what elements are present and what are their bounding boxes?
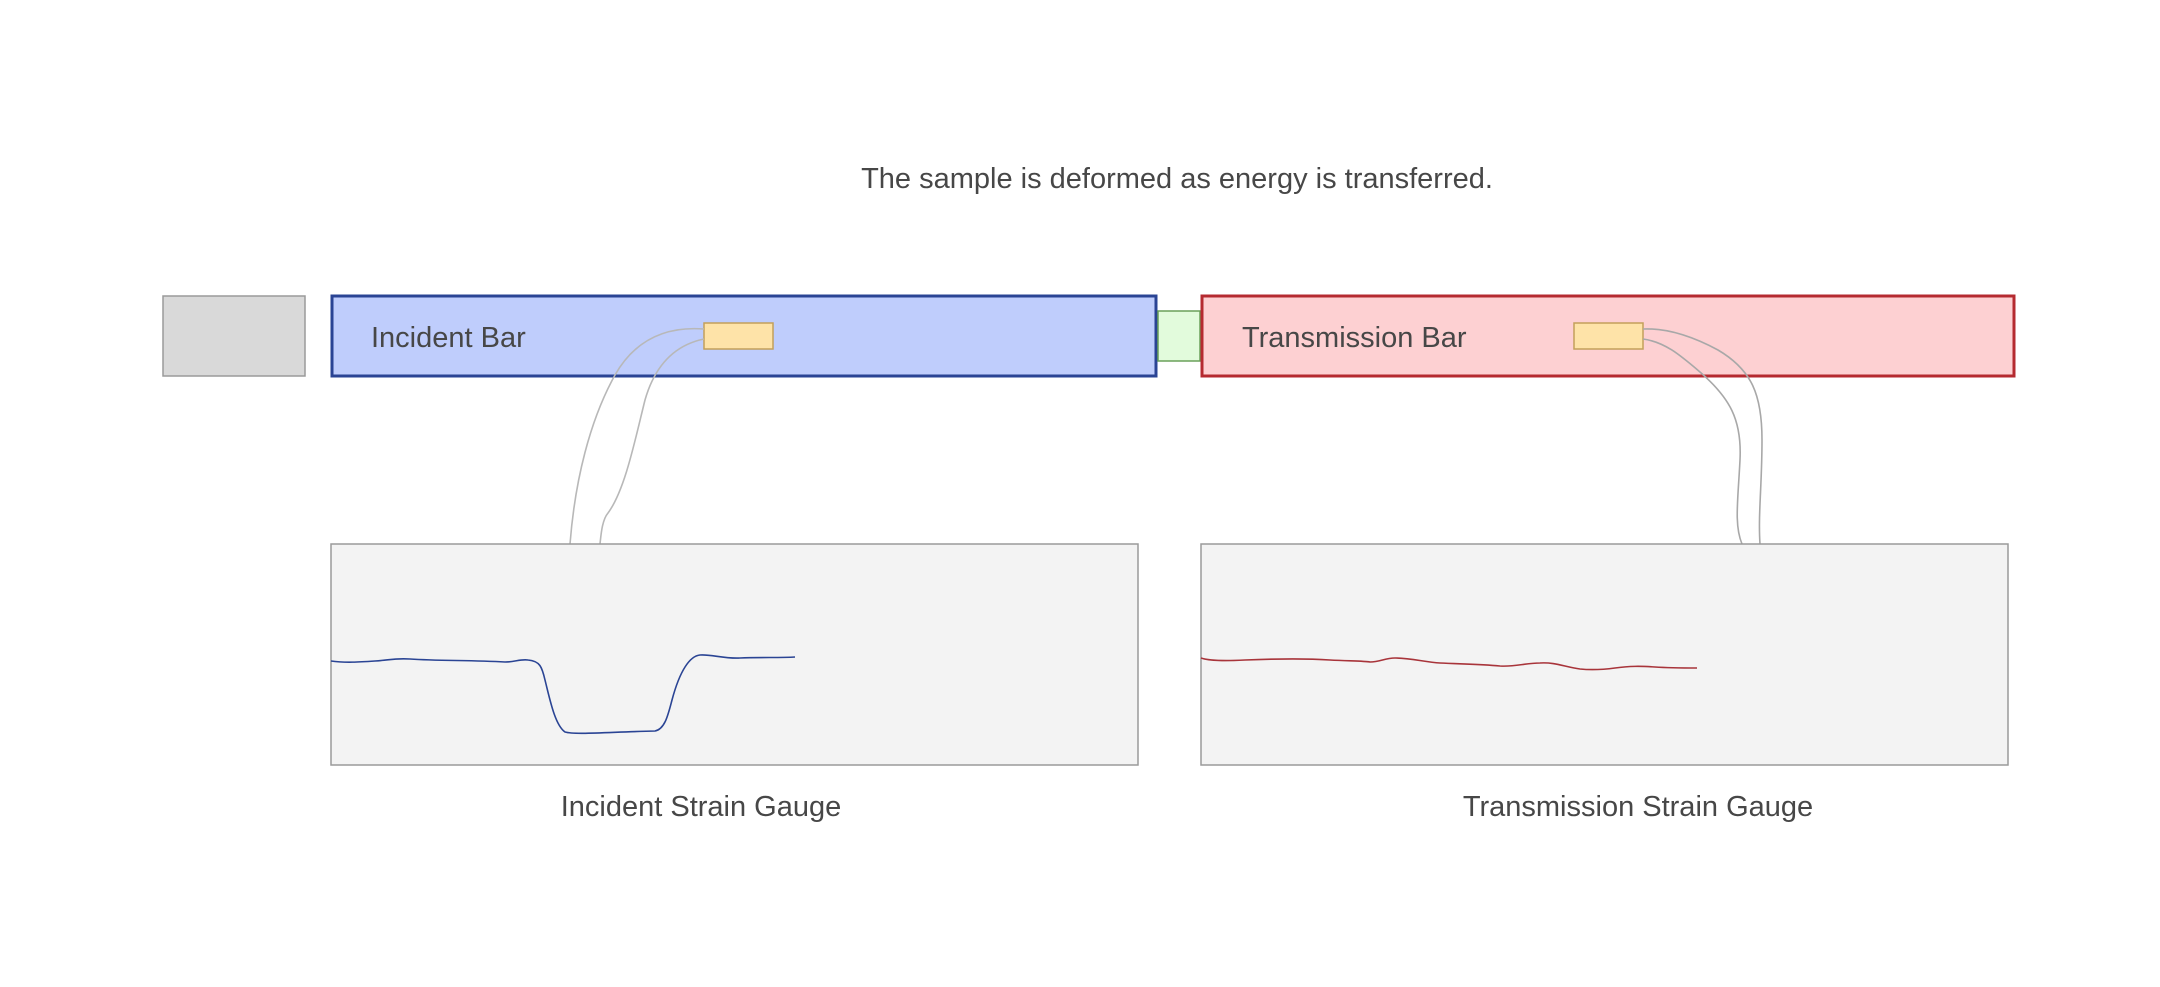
transmission-gauge-wires: [1642, 328, 1763, 545]
transmission-gauge-label: Transmission Strain Gauge: [1463, 791, 1813, 823]
transmission-wire-2: [1642, 338, 1743, 545]
transmission-strain-gauge-sensor: [1573, 322, 1644, 350]
incident-wire-1: [569, 327, 705, 545]
transmission-bar-label: Transmission Bar: [1242, 322, 1467, 354]
transmission-signal-trace: [1200, 657, 1698, 671]
incident-gauge-label: Incident Strain Gauge: [561, 791, 842, 823]
incident-bar: Incident Bar: [330, 294, 1158, 378]
incident-strain-gauge-panel: Incident Strain Gauge: [330, 543, 1139, 823]
transmission-wire-1: [1642, 328, 1763, 545]
transmission-bar: Transmission Bar: [1200, 294, 2016, 378]
striker-bar: [162, 295, 306, 377]
headline: The sample is deformed as energy is tran…: [861, 163, 1493, 195]
incident-wire-2: [599, 338, 705, 545]
incident-strain-gauge-sensor: [703, 322, 774, 350]
incident-bar-label: Incident Bar: [371, 322, 526, 354]
transmission-strain-gauge-panel: Transmission Strain Gauge: [1200, 543, 2009, 823]
incident-gauge-plot-area: [330, 543, 1139, 766]
incident-signal-trace: [330, 654, 796, 735]
sample: [1157, 310, 1201, 362]
incident-gauge-wires: [569, 327, 705, 545]
transmission-gauge-plot-area: [1200, 543, 2009, 766]
